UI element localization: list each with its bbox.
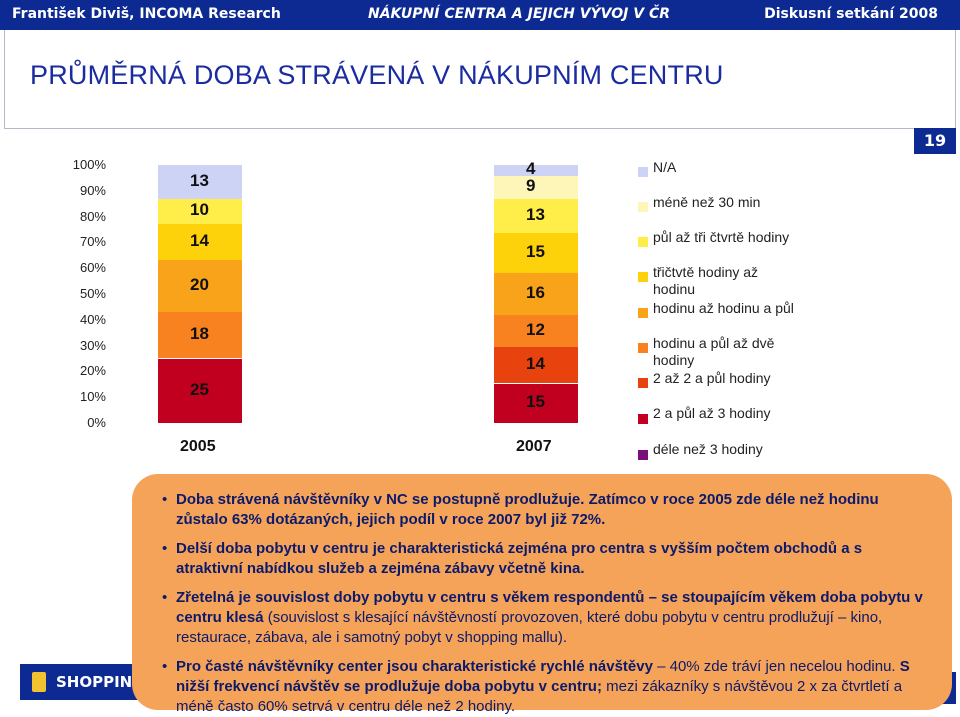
finding-3-bold: Zřetelná je souvislost doby pobytu v cen…	[176, 589, 923, 626]
header-author: František Diviš, INCOMA Research	[12, 6, 281, 22]
y-tick-label: 10%	[79, 389, 106, 405]
y-tick-label: 100%	[72, 157, 106, 172]
segment-label: 25	[190, 379, 209, 399]
header-topic: NÁKUPNÍ CENTRA A JEJICH VÝVOJ V ČR	[368, 6, 670, 22]
segment-label: 14	[526, 354, 545, 374]
bar-segment	[158, 260, 242, 313]
y-tick-label: 50%	[79, 286, 106, 301]
legend-swatch	[638, 343, 648, 353]
segment-label: 16	[526, 283, 545, 302]
bar-segment	[158, 224, 242, 261]
finding-4: Pro časté návštěvníky center jsou charak…	[162, 657, 928, 717]
y-tick-label: 80%	[79, 208, 106, 224]
legend-swatch	[638, 237, 648, 247]
legend-swatch	[638, 308, 648, 318]
finding-4-rest-a: – 40% zde tráví jen necelou hodinu.	[652, 658, 900, 675]
legend-label: hodinu a půl až dvě hodiny	[653, 335, 775, 368]
bar-segment	[158, 312, 242, 359]
y-tick-label: 0%	[87, 415, 106, 430]
y-tick-label: 30%	[79, 337, 106, 353]
finding-2: Delší doba pobytu v centru je charakteri…	[162, 539, 928, 579]
findings-callout: Doba strávená návštěvníky v NC se postup…	[132, 474, 952, 715]
shopping-bag-icon	[32, 672, 46, 692]
y-tick-label: 90%	[79, 182, 106, 198]
finding-2-text: Delší doba pobytu v centru je charakteri…	[176, 540, 863, 577]
legend-label: 2 a půl až 3 hodiny	[653, 405, 771, 421]
segment-label: 13	[526, 205, 545, 225]
finding-4-bold-b: S nižší frekvencí návštěv se prodlužuje …	[176, 658, 910, 695]
bar-segment	[494, 346, 578, 384]
legend-label: třičtvtě hodiny až hodinu	[653, 264, 759, 297]
bar-segment	[158, 198, 242, 225]
bar-segment	[494, 315, 578, 347]
bar-segment	[158, 358, 242, 423]
legend-swatch	[638, 450, 648, 460]
segment-label: 4	[526, 159, 536, 179]
x-category-label: 2005	[180, 438, 216, 455]
segment-label: 15	[526, 392, 545, 412]
finding-3-rest: (souvislost s klesající návštěvností pro…	[176, 609, 883, 646]
bar-segment	[494, 233, 578, 273]
segment-label: 14	[190, 231, 209, 251]
segment-label: 18	[190, 324, 209, 344]
segment-label: 12	[526, 319, 545, 339]
bar-segment	[494, 199, 578, 234]
finding-1-text: Doba strávená návštěvníky v NC se postup…	[176, 491, 879, 528]
legend-label: déle než 3 hodiny	[653, 441, 763, 457]
title-box	[4, 30, 956, 129]
bar-segment	[158, 165, 242, 199]
bar-segment	[494, 383, 578, 423]
y-tick-label: 70%	[79, 234, 106, 250]
y-tick-label: 20%	[79, 363, 106, 379]
y-tick-label: 60%	[79, 260, 106, 276]
page-number: 19	[914, 128, 956, 154]
segment-label: 13	[190, 170, 209, 190]
bar-segment	[494, 272, 578, 316]
legend-label: 2 až 2 a půl hodiny	[653, 370, 771, 386]
header-event: Diskusní setkání 2008	[764, 6, 938, 22]
legend-swatch	[638, 414, 648, 424]
finding-1: Doba strávená návštěvníky v NC se postup…	[162, 490, 928, 530]
y-tick-label: 40%	[79, 311, 106, 327]
legend-label: N/A	[653, 159, 677, 175]
legend-swatch	[638, 167, 648, 177]
legend-label: méně než 30 min	[653, 194, 761, 210]
finding-3: Zřetelná je souvislost doby pobytu v cen…	[162, 588, 928, 648]
legend-swatch	[638, 272, 648, 282]
header-bar: František Diviš, INCOMA Research NÁKUPNÍ…	[0, 0, 960, 30]
legend-label: hodinu až hodinu a půl	[653, 300, 794, 316]
segment-label: 20	[190, 275, 209, 295]
segment-label: 9	[526, 176, 536, 196]
legend-swatch	[638, 378, 648, 388]
finding-4-rest-b: mezi zákazníky s návštěvou 2 x za čtvrtl…	[176, 678, 903, 715]
x-category-label: 2007	[516, 438, 552, 455]
finding-4-bold-a: Pro časté návštěvníky center jsou charak…	[176, 658, 653, 675]
segment-label: 10	[190, 200, 209, 220]
page-title: PRŮMĚRNÁ DOBA STRÁVENÁ V NÁKUPNÍM CENTRU	[30, 60, 724, 90]
bar-segment	[494, 175, 578, 200]
segment-label: 15	[526, 242, 545, 262]
legend-swatch	[638, 202, 648, 212]
legend-label: půl až tři čtvrtě hodiny	[653, 229, 790, 245]
bar-segment	[494, 165, 578, 176]
